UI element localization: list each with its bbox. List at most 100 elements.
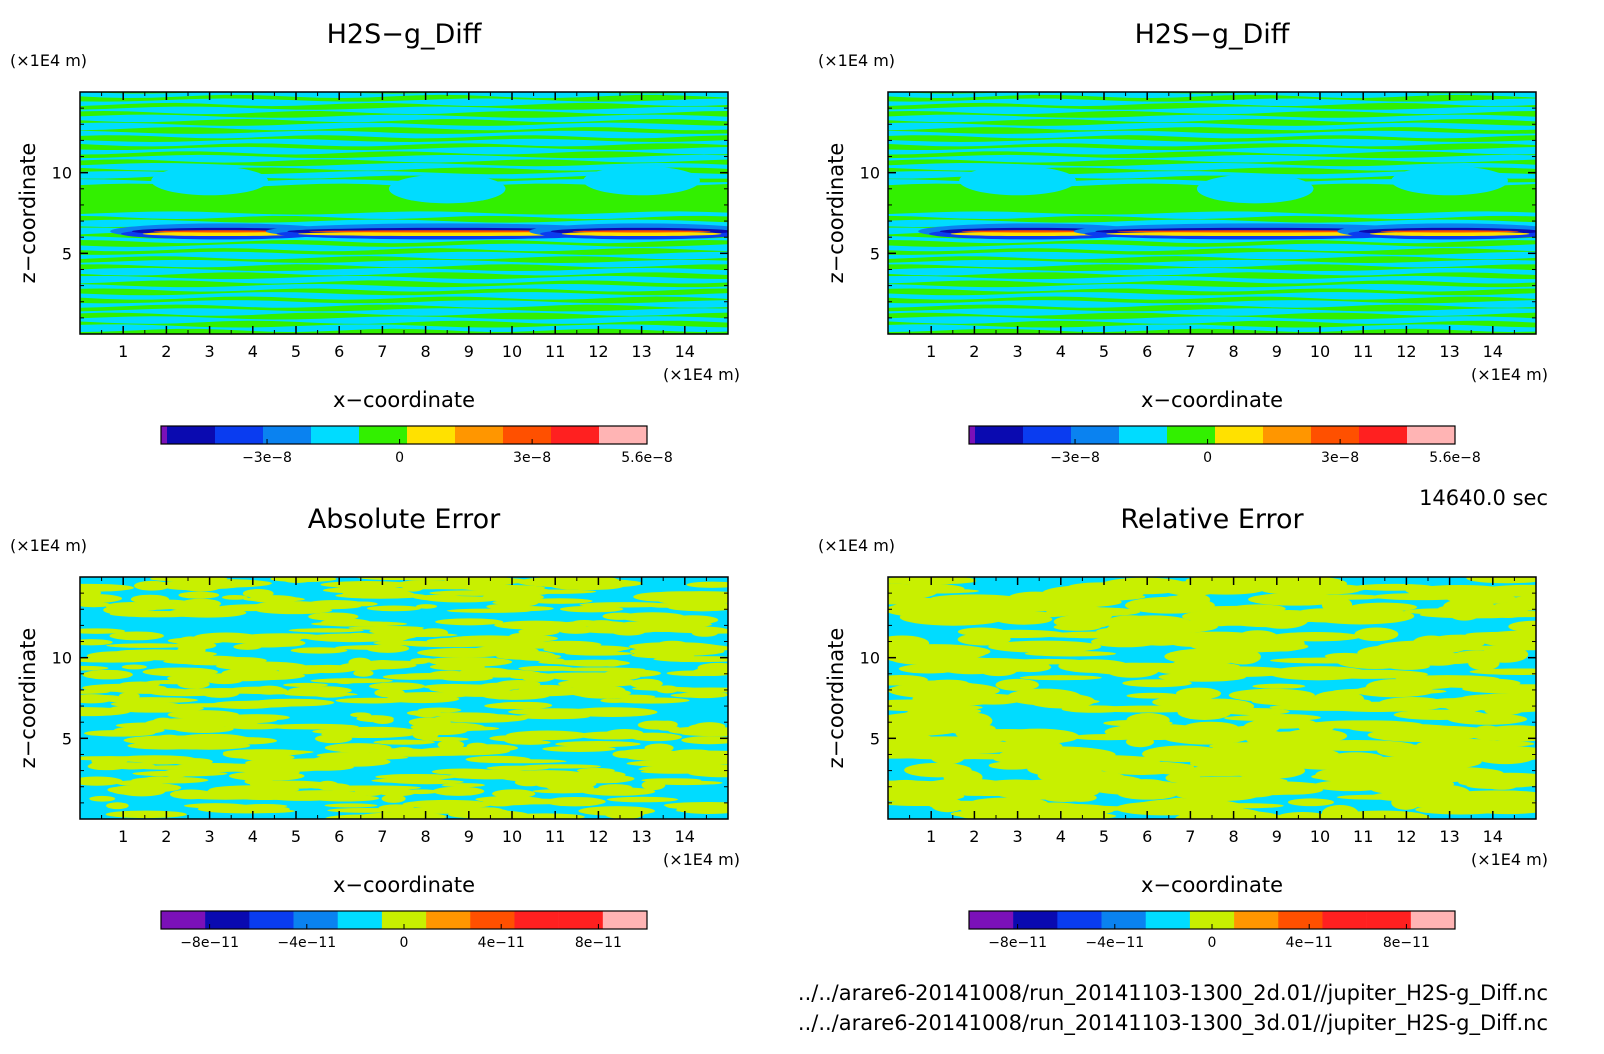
field-patch	[1442, 645, 1536, 651]
field-patch	[218, 604, 301, 611]
field-patch	[888, 788, 996, 796]
x-tick-label: 10	[502, 827, 522, 846]
field-patch	[251, 698, 335, 707]
field-patch	[1041, 584, 1144, 602]
colorbar-segment	[969, 426, 976, 444]
field-stripe	[888, 106, 1536, 115]
x-tick-label: 12	[1396, 827, 1416, 846]
field-patch	[327, 807, 408, 813]
field-patch	[106, 802, 129, 810]
field-patch	[595, 679, 634, 686]
colorbar-tick-label: −3e−8	[242, 450, 292, 466]
y-tick-label: 10	[52, 649, 72, 668]
field-patch	[366, 605, 422, 612]
field-patch	[1024, 650, 1116, 657]
field-patch	[176, 609, 207, 615]
field-patch	[314, 734, 353, 744]
field-patch	[1321, 596, 1353, 613]
field-patch	[432, 786, 485, 796]
field-patch	[439, 801, 462, 810]
field-patch	[233, 643, 262, 650]
colorbar-tick-label: 0	[1203, 450, 1212, 466]
field-patch	[298, 664, 357, 674]
chart-title: Absolute Error	[308, 504, 501, 535]
field-patch	[441, 783, 485, 788]
field-patch	[644, 743, 674, 753]
y-tick-label: 10	[52, 164, 72, 183]
field-patch	[368, 752, 452, 757]
x-tick-label: 6	[1142, 342, 1152, 361]
field-band	[1106, 231, 1405, 237]
field-patch	[1176, 687, 1222, 700]
colorbar-segment	[205, 911, 250, 929]
field-patch	[988, 761, 1037, 770]
field-patch	[1269, 703, 1388, 711]
field-patch	[121, 664, 147, 670]
field-stripe	[888, 146, 1536, 155]
field-stripe	[888, 267, 1536, 276]
field-patch	[341, 678, 368, 683]
x-tick-label: 3	[1013, 827, 1023, 846]
field-stripe	[888, 98, 1536, 107]
field-stripe	[888, 171, 1536, 179]
x-tick-label: 12	[588, 827, 608, 846]
x-tick-label: 8	[1229, 827, 1239, 846]
x-tick-label: 4	[1056, 342, 1066, 361]
field-patch	[1377, 744, 1451, 758]
field-stripe	[888, 114, 1536, 123]
field-patch	[1210, 743, 1257, 760]
field-patch	[320, 581, 414, 589]
field-patch	[283, 790, 364, 799]
field-patch	[681, 628, 728, 634]
field-patch	[152, 717, 174, 726]
field-patch	[1270, 631, 1361, 642]
colorbar-segment	[1013, 911, 1058, 929]
field-patch	[366, 644, 410, 653]
field-patch	[369, 682, 426, 691]
colorbar-segment	[407, 426, 456, 444]
field-patch	[80, 694, 114, 704]
field-patch	[465, 755, 531, 764]
field-patch	[319, 764, 353, 770]
field-patch	[656, 725, 681, 731]
colorbar-segment	[1167, 426, 1216, 444]
x-tick-label: 12	[1396, 342, 1416, 361]
field-patch	[423, 683, 484, 690]
colorbar-segment	[1189, 911, 1235, 929]
field-patch	[1468, 656, 1500, 671]
field-band	[308, 230, 586, 233]
field-blob	[388, 174, 506, 204]
colorbar: −3e−8 0 3e−8 5.6e−8	[968, 425, 1481, 466]
field-patch	[1045, 796, 1084, 802]
field-patch	[929, 658, 1050, 673]
field-patch	[1309, 669, 1428, 679]
field-patch	[324, 803, 378, 808]
field-patch	[602, 612, 637, 620]
field-patch	[616, 620, 713, 629]
field-patch	[539, 672, 617, 679]
field-patch	[267, 723, 359, 730]
field-patch	[1028, 693, 1096, 709]
field-patch	[434, 713, 528, 723]
field-patch	[108, 602, 185, 610]
field-patch	[418, 727, 468, 735]
x-tick-label: 8	[421, 827, 431, 846]
x-tick-label: 7	[1185, 827, 1195, 846]
field-patch	[600, 698, 629, 703]
field-patch	[888, 675, 928, 685]
colorbar-segment	[359, 426, 408, 444]
field-band	[1380, 230, 1519, 233]
colorbar-segment	[161, 911, 206, 929]
field-patch	[179, 636, 202, 645]
x-unit-label: (×1E4 m)	[1471, 365, 1548, 384]
field-patch	[906, 744, 947, 751]
chart-title: H2S−g_Diff	[1135, 19, 1291, 50]
y-tick-label: 5	[870, 729, 880, 748]
field-patch	[354, 786, 385, 797]
field-patch	[1348, 723, 1457, 733]
field-patch	[415, 604, 438, 609]
field-stripe	[888, 130, 1536, 139]
field-stripe	[888, 219, 1536, 228]
field-stripe	[80, 114, 728, 123]
field-patch	[1236, 630, 1279, 645]
